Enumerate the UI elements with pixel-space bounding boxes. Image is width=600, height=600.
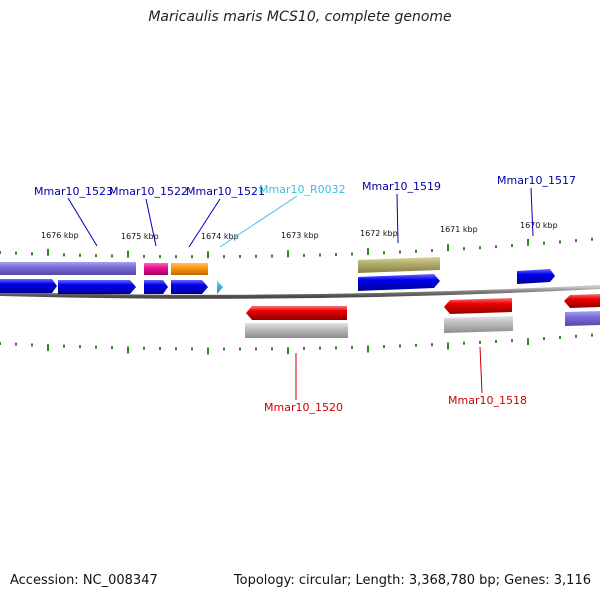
leader-mmar10-1523 xyxy=(67,197,98,247)
gene-arrow-mmar10-r0032[interactable] xyxy=(217,280,223,294)
gene-arrow-left-edge[interactable] xyxy=(0,279,57,293)
gene-label-mmar10-1521[interactable]: Mmar10_1521 xyxy=(186,185,265,198)
gene-label-mmar10-r0032[interactable]: Mmar10_R0032 xyxy=(259,183,346,196)
gene-arrow-right-edge[interactable] xyxy=(564,294,600,308)
kbp-scale-labels: 1676 kbp 1675 kbp 1674 kbp 1673 kbp 1672… xyxy=(41,221,558,241)
genome-backbone xyxy=(0,285,600,299)
gene-arrow-mmar10-1521[interactable] xyxy=(171,280,208,294)
kbp-label-1674: 1674 kbp xyxy=(201,232,239,241)
forward-gene-track xyxy=(0,269,555,294)
leader-mmar10-r0032 xyxy=(219,195,298,248)
kbp-label-1673: 1673 kbp xyxy=(281,231,319,240)
gene-label-mmar10-1519[interactable]: Mmar10_1519 xyxy=(362,180,441,193)
gene-arrow-mmar10-1523[interactable] xyxy=(58,280,136,294)
kbp-label-1672: 1672 kbp xyxy=(360,229,398,238)
gene-arrow-mmar10-1520[interactable] xyxy=(246,306,347,320)
accession-text: Accession: NC_008347 xyxy=(10,573,158,588)
category-bar-orange[interactable] xyxy=(171,263,208,275)
category-bar-purple-left[interactable] xyxy=(0,262,136,275)
kbp-label-1671: 1671 kbp xyxy=(440,225,478,234)
category-bar-purple-right[interactable] xyxy=(565,311,600,326)
gene-label-mmar10-1517[interactable]: Mmar10_1517 xyxy=(497,174,576,187)
reverse-gene-track xyxy=(246,294,600,320)
kbp-label-1676: 1676 kbp xyxy=(41,231,79,240)
gene-label-mmar10-1518[interactable]: Mmar10_1518 xyxy=(448,394,527,407)
leader-mmar10-1517 xyxy=(530,187,534,237)
category-bar-gray-1518[interactable] xyxy=(444,316,513,333)
forward-category-track xyxy=(0,257,440,275)
topology-text: Topology: circular; Length: 3,368,780 bp… xyxy=(233,573,591,588)
leader-mmar10-1519 xyxy=(396,193,399,244)
scale-ticks-bottom xyxy=(0,333,593,355)
category-bar-pink[interactable] xyxy=(144,263,168,275)
gene-arrow-mmar10-1517[interactable] xyxy=(517,269,555,284)
gene-label-mmar10-1522[interactable]: Mmar10_1522 xyxy=(109,185,188,198)
gene-label-mmar10-1523[interactable]: Mmar10_1523 xyxy=(34,185,113,198)
reverse-category-track xyxy=(245,311,600,338)
gene-labels: Mmar10_1523 Mmar10_1522 Mmar10_1521 Mmar… xyxy=(34,174,576,414)
gene-arrow-mmar10-1522[interactable] xyxy=(144,280,168,294)
gene-arrow-mmar10-1518[interactable] xyxy=(444,298,512,314)
leader-mmar10-1521 xyxy=(188,198,221,248)
gene-arrow-mmar10-1519[interactable] xyxy=(358,274,440,291)
scale-ticks-top xyxy=(0,237,593,259)
gene-label-mmar10-1520[interactable]: Mmar10_1520 xyxy=(264,401,343,414)
category-bar-olive[interactable] xyxy=(358,257,440,273)
leader-mmar10-1522 xyxy=(145,198,157,247)
kbp-label-1670: 1670 kbp xyxy=(520,221,558,230)
leader-mmar10-1518 xyxy=(479,346,483,394)
kbp-label-1675: 1675 kbp xyxy=(121,232,159,241)
category-bar-gray-1520[interactable] xyxy=(245,323,348,338)
gene-leader-lines xyxy=(67,187,534,400)
map-title: Maricaulis maris MCS10, complete genome xyxy=(148,9,452,25)
